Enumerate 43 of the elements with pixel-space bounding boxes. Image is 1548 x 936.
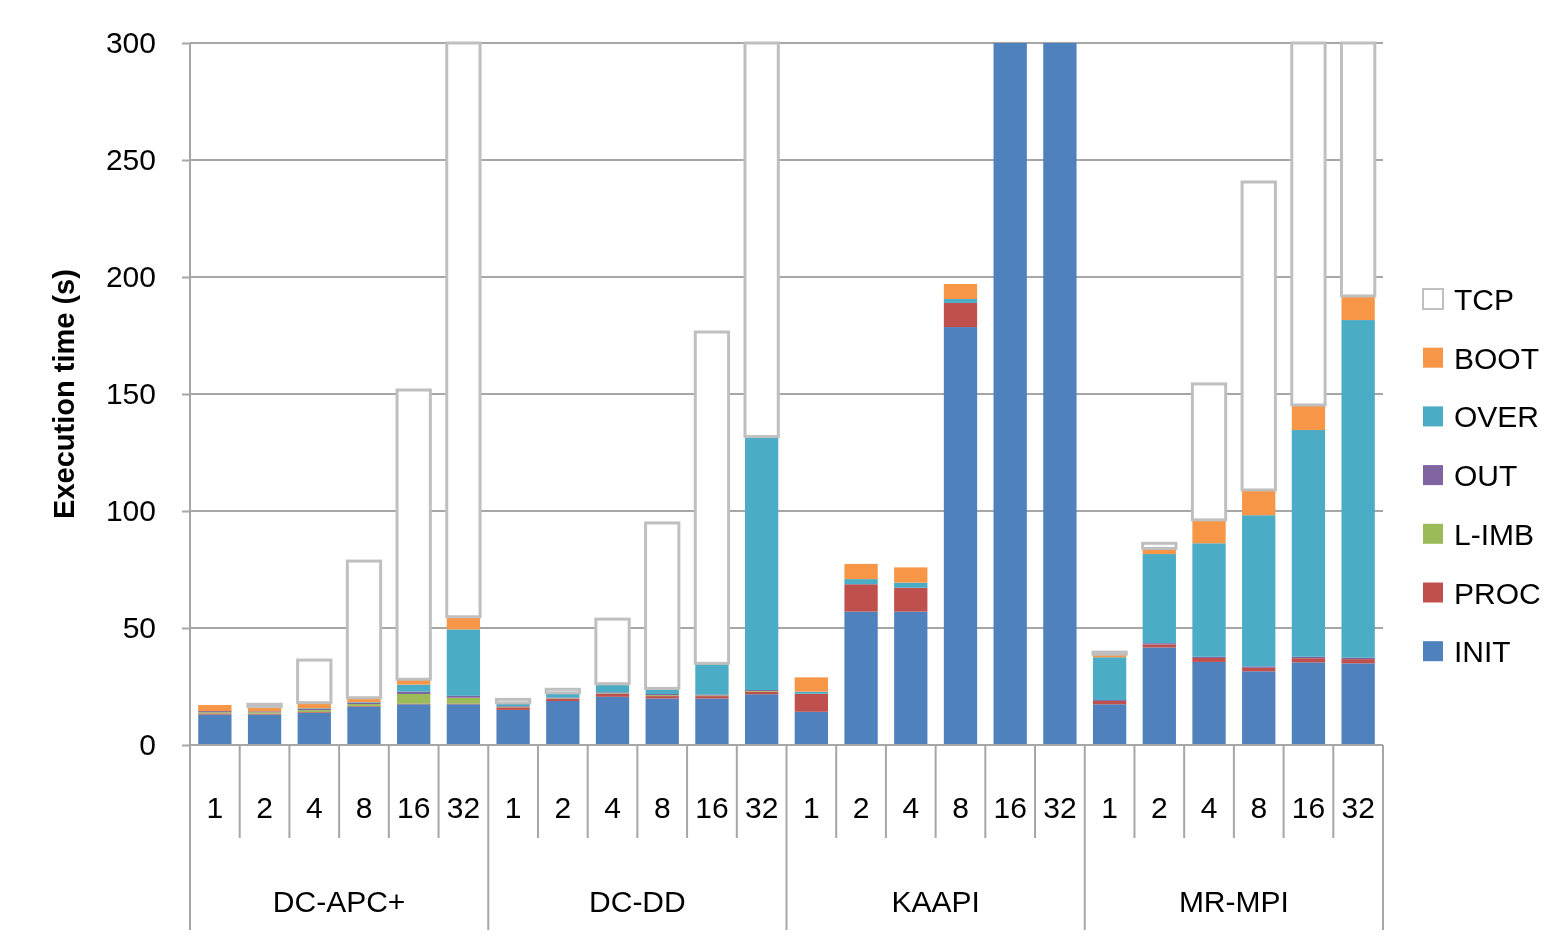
x-tick-label: 16 [1291,791,1326,824]
x-tick-label: 8 [653,791,671,824]
legend-label: L-IMB [1454,517,1535,551]
x-tick-label: 16 [397,791,431,824]
x-tick-label: 1 [206,791,224,824]
x-tick-label: 1 [1101,791,1118,824]
y-axis-title: Execution time (s) [48,269,80,519]
x-tick-label: 2 [1150,791,1168,824]
x-tick-label: 8 [355,791,373,824]
x-tick-label: 4 [305,791,323,824]
y-tick-label: 100 [105,494,156,528]
x-tick-label: 2 [852,791,870,824]
legend-label: OUT [1454,459,1518,493]
x-tick-label: 1 [504,791,522,824]
x-tick-label: 8 [1250,791,1268,824]
text: DC-DD [589,885,686,918]
y-tick-label: 150 [105,377,156,411]
x-tick-label: 1 [803,791,820,824]
text: MR-MPI [1178,885,1289,918]
y-tick-label: 300 [105,26,156,60]
x-tick-label: 32 [1341,791,1375,824]
x-tick-label: 32 [744,791,779,824]
y-tick-label: 250 [105,143,156,177]
x-tick-label: 8 [952,791,969,824]
y-tick-label: 0 [139,728,156,762]
legend-label: TCP [1454,283,1514,316]
text: KAAPI [891,885,980,918]
y-tick-label: 200 [105,260,156,294]
legend-label: INIT [1454,635,1511,669]
legend-label: BOOT [1454,341,1540,375]
legend-label: OVER [1454,400,1540,434]
text: DC-APC+ [272,885,406,918]
x-tick-label: 16 [695,791,729,824]
x-tick-label: 4 [1200,791,1218,824]
x-tick-label: 2 [256,791,273,824]
x-tick-label: 4 [902,791,920,824]
x-tick-label: 16 [993,791,1027,824]
x-tick-label: 32 [446,791,481,824]
x-tick-label: 2 [554,791,572,824]
x-tick-label: 32 [1043,791,1077,824]
x-tick-label: 4 [604,791,621,824]
legend-label: PROC [1454,576,1541,610]
y-tick-label: 50 [122,611,156,645]
